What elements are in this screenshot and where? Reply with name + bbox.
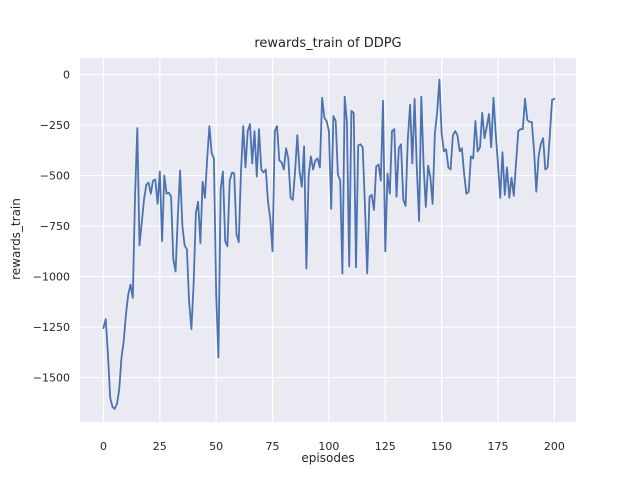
- x-axis-label: episodes: [301, 451, 355, 465]
- chart-title: rewards_train of DDPG: [254, 36, 402, 51]
- x-tick-label: 150: [431, 440, 452, 453]
- y-tick-label: −250: [40, 119, 70, 132]
- x-tick-label: 125: [375, 440, 396, 453]
- y-tick-label: −500: [40, 170, 70, 183]
- x-tick-label: 0: [100, 440, 107, 453]
- y-tick-label: −1250: [33, 321, 70, 334]
- y-tick-label: −1500: [33, 372, 70, 385]
- x-tick-label: 25: [153, 440, 167, 453]
- y-tick-label: −1000: [33, 271, 70, 284]
- plot-background: [80, 58, 576, 422]
- x-tick-label: 200: [544, 440, 565, 453]
- rewards-train-line: [102, 78, 556, 410]
- x-tick-label: 100: [318, 440, 339, 453]
- x-tick-label: 75: [266, 440, 280, 453]
- y-tick-label: −750: [40, 220, 70, 233]
- x-tick-label: 50: [209, 440, 223, 453]
- y-tick-label: 0: [63, 69, 70, 82]
- x-tick-label: 175: [487, 440, 508, 453]
- y-axis-label: rewards_train: [9, 198, 23, 280]
